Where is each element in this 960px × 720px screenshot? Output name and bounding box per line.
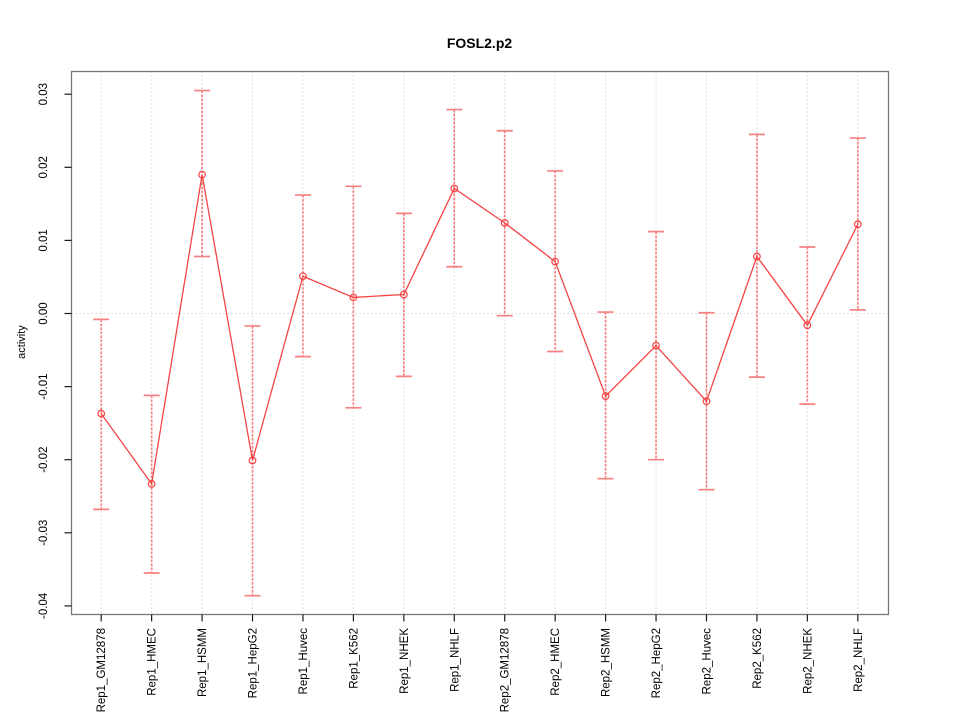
x-tick-label: Rep2_Huvec [701, 628, 713, 695]
x-tick-label: Rep1_NHLF [449, 628, 461, 692]
x-tick-label: Rep1_GM12878 [96, 628, 108, 712]
y-axis-tick-labels: 0.03 0.02 0.01 0.00 -0.01 -0.02 -0.03 -0.04 [38, 83, 50, 619]
data-point-marker [147, 479, 156, 488]
error-bars [93, 89, 866, 597]
x-axis-tick-labels: Rep1_GM12878 Rep1_HMEC Rep1_HSMM Rep1_HepG2… [96, 628, 865, 713]
gridlines [71, 71, 889, 615]
x-tick-label: Rep2_NHEK [802, 628, 814, 694]
data-point-marker [450, 184, 459, 193]
data-point-marker [97, 409, 106, 418]
y-tick-label: -0.03 [38, 520, 50, 546]
y-tick-label: 0.01 [38, 229, 50, 251]
y-tick-label: -0.02 [38, 447, 50, 473]
data-point-marker [803, 321, 812, 330]
data-point-marker [349, 293, 358, 302]
data-point-marker [248, 456, 257, 465]
x-tick-label: Rep2_HSMM [601, 628, 613, 697]
x-tick-label: Rep2_HepG2 [651, 628, 663, 698]
data-point-marker [299, 272, 307, 281]
data-point-marker [500, 218, 509, 227]
data-point-marker [601, 392, 610, 401]
x-tick-label: Rep1_HMEC [147, 628, 159, 696]
axis-ticks [64, 93, 859, 622]
data-point-marker [753, 252, 761, 261]
data-point-marker [198, 170, 206, 179]
data-point-marker [702, 397, 711, 406]
y-tick-label: 0.00 [38, 302, 50, 324]
y-tick-label: 0.03 [38, 83, 50, 105]
series-line-and-markers [97, 170, 862, 488]
plot-box [70, 70, 890, 616]
x-tick-label: Rep2_HMEC [550, 628, 562, 696]
x-tick-label: Rep1_HSMM [197, 628, 209, 697]
y-axis-title: activity [16, 325, 28, 359]
x-tick-label: Rep2_GM12878 [500, 628, 512, 712]
x-tick-label: Rep1_K562 [348, 628, 360, 689]
y-tick-label: -0.04 [38, 592, 50, 619]
data-point-marker [551, 257, 560, 266]
y-tick-label: -0.01 [38, 373, 50, 399]
data-point-marker [652, 341, 660, 350]
x-tick-label: Rep1_NHEK [399, 628, 411, 694]
data-point-marker [853, 220, 862, 229]
plot-border [70, 70, 890, 616]
series-polyline [100, 174, 859, 486]
x-tick-label: Rep2_NHLF [853, 628, 865, 692]
x-tick-label: Rep2_K562 [752, 628, 764, 689]
data-point-marker [399, 290, 408, 299]
y-tick-label: 0.02 [38, 156, 50, 178]
x-tick-label: Rep1_Huvec [298, 628, 310, 695]
chart-title: FOSL2.p2 [447, 35, 513, 51]
x-tick-label: Rep1_HepG2 [248, 628, 260, 698]
